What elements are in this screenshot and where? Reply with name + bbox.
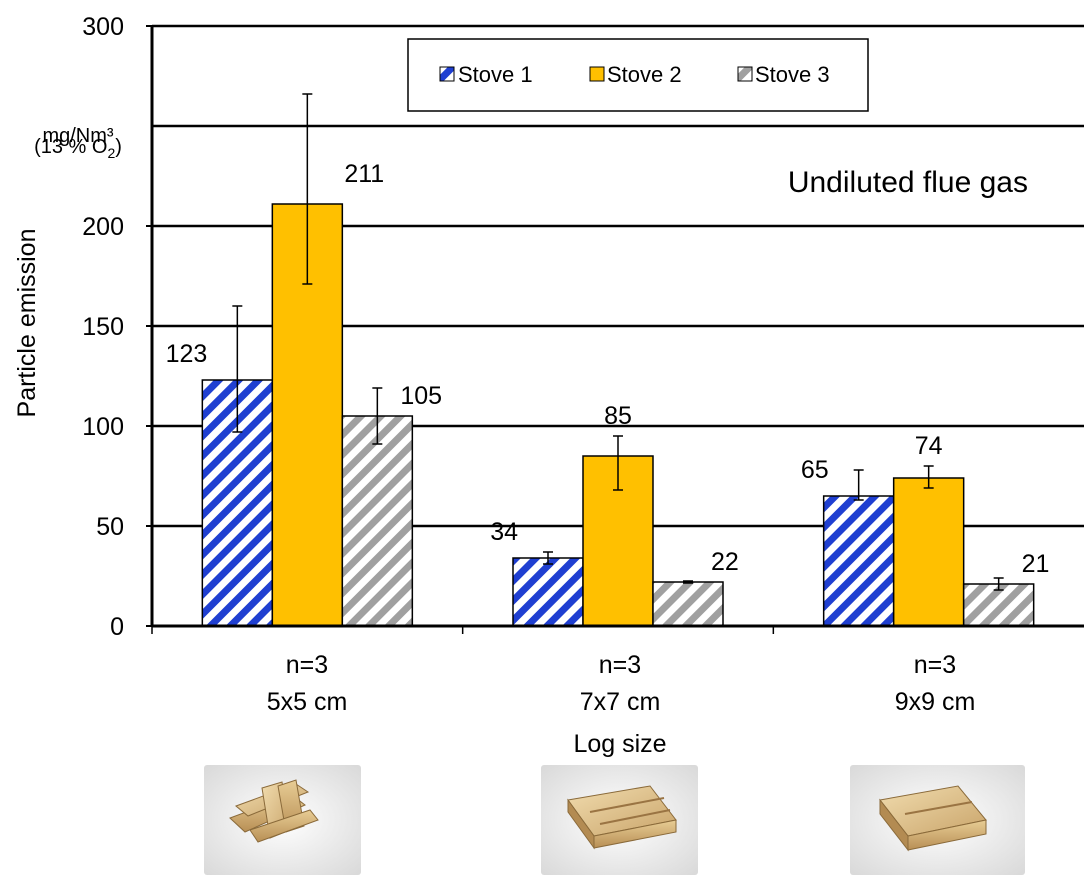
- data-label: 34: [490, 518, 518, 546]
- legend-label-stove-1: Stove 1: [458, 62, 533, 87]
- y-tick-label: 100: [82, 413, 124, 441]
- axes: [146, 25, 1084, 634]
- y-tick-label: 50: [96, 513, 124, 541]
- data-label: 105: [400, 382, 442, 410]
- legend-label-stove-3: Stove 3: [755, 62, 830, 87]
- data-label: 21: [1022, 550, 1050, 578]
- x-axis-label: Log size: [573, 730, 666, 758]
- wood-log-photos: [204, 765, 1025, 875]
- category-label-line1: n=3: [599, 651, 641, 679]
- data-label: 22: [711, 548, 739, 576]
- unit-oxygen-suffix: ): [115, 136, 122, 158]
- unit-oxygen-prefix: (13 % O: [34, 136, 107, 158]
- data-label: 85: [604, 402, 632, 430]
- y-tick-label: 300: [82, 13, 124, 41]
- tick-labels: 0 50 100 150 200 300: [82, 13, 124, 641]
- y-tick-label: 150: [82, 313, 124, 341]
- wood-log-stack-5x5-photo: [204, 765, 361, 875]
- legend-swatch-stove-2: [589, 66, 605, 82]
- bar: [512, 557, 584, 627]
- category-label-line2: 7x7 cm: [580, 688, 661, 716]
- legend-swatch-stove-3: [737, 66, 753, 82]
- y-axis-label: Particle emission: [13, 229, 41, 418]
- data-label: 211: [344, 160, 384, 188]
- legend-label-stove-2: Stove 2: [607, 62, 682, 87]
- data-labels: 123 211 105 34 85 22 65 74 21: [166, 160, 1050, 578]
- category-label-line2: 9x9 cm: [895, 688, 976, 716]
- unit-label-oxygen: (13 % O2): [34, 136, 122, 161]
- category-labels: n=3 5x5 cm n=3 7x7 cm n=3 9x9 cm: [267, 651, 976, 716]
- bar: [892, 477, 965, 627]
- wood-log-stack-9x9-photo: [850, 765, 1025, 875]
- y-tick-label: 200: [82, 213, 124, 241]
- unit-label: mg/Nm³: [42, 125, 113, 147]
- bar: [822, 495, 895, 627]
- legend: Stove 1 Stove 2 Stove 3: [407, 38, 869, 112]
- wood-log-stack-7x7-photo: [541, 765, 698, 875]
- error-bars: [232, 93, 1004, 591]
- category-label-line1: n=3: [914, 651, 956, 679]
- data-label: 65: [801, 456, 829, 484]
- category-label-line2: 5x5 cm: [267, 688, 348, 716]
- unit-oxygen-subscript: 2: [107, 145, 115, 161]
- y-tick-label: 0: [110, 613, 124, 641]
- annotation-text: Undiluted flue gas: [788, 166, 1028, 199]
- category-label-line1: n=3: [286, 651, 328, 679]
- legend-swatch-stove-1: [439, 66, 455, 82]
- data-label: 123: [166, 340, 208, 368]
- bar: [341, 415, 414, 627]
- bar: [652, 581, 724, 627]
- legend-box: [407, 38, 869, 112]
- data-label: 74: [915, 432, 943, 460]
